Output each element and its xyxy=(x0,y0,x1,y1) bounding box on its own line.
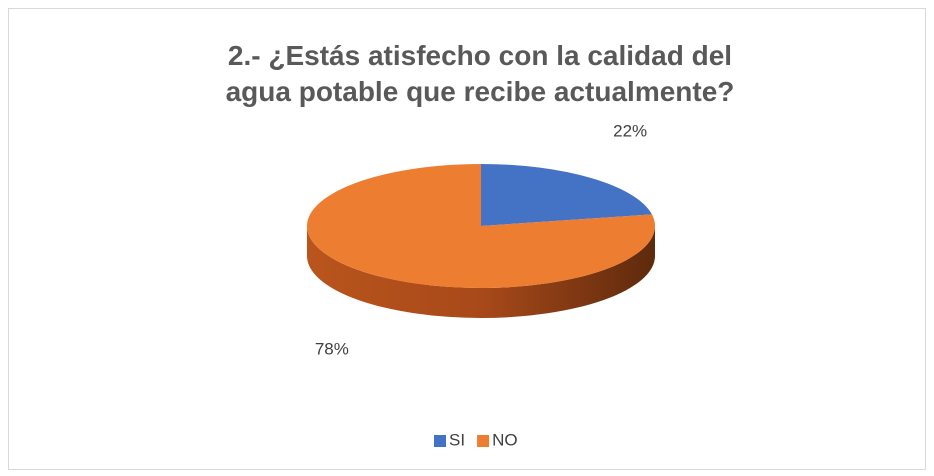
data-label: 78% xyxy=(315,339,349,358)
legend-label: NO xyxy=(492,430,518,449)
data-label: 22% xyxy=(613,121,647,140)
chart-title: 2.- ¿Estás atisfecho con la calidad del … xyxy=(225,40,735,107)
legend-swatch xyxy=(434,435,446,447)
slice xyxy=(306,164,655,288)
slice-side xyxy=(307,226,655,318)
legend-swatch xyxy=(477,435,490,447)
slice xyxy=(481,164,652,226)
legend-label: SI xyxy=(449,430,465,449)
